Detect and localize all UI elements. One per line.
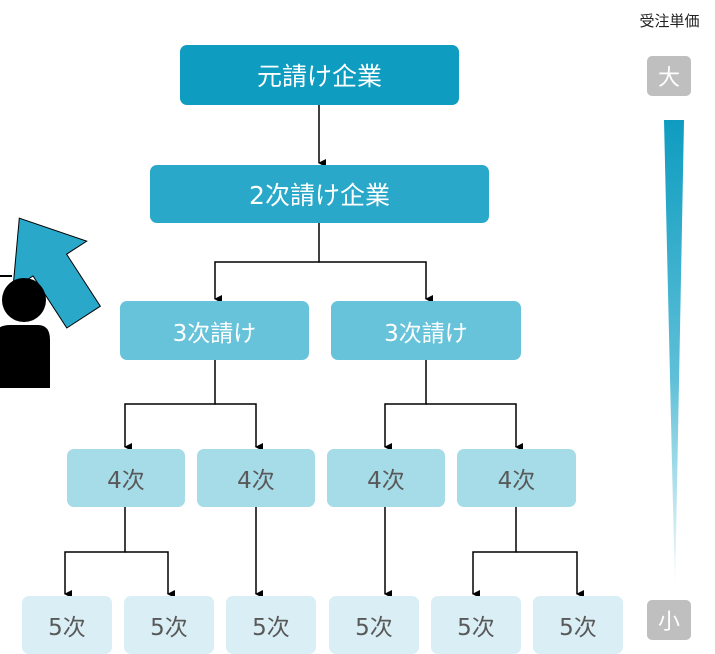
fifth-tier-label: 5次 [559,615,597,641]
fourth-tier-box: 4次 [197,449,315,507]
second-tier-label: 2次請け企業 [249,181,390,210]
fifth-tier-label: 5次 [252,615,290,641]
prime-contractor-label: 元請け企業 [256,62,382,91]
scale-gradient-bar [664,120,684,592]
fifth-tier-label: 5次 [48,615,86,641]
fourth-tier-label: 4次 [107,468,145,494]
person-icon [0,278,50,388]
fourth-tier-box: 4次 [327,449,445,507]
scale-high-label: 大 [647,56,691,96]
scale-low-label: 小 [647,600,691,640]
third-tier-box: 3次請け [120,301,309,360]
fifth-tier-box: 5次 [533,596,623,654]
fourth-tier-label: 4次 [367,468,405,494]
prime-contractor-box: 元請け企業 [180,45,459,105]
unit-price-scale-title: 受注単価 [639,12,700,30]
second-tier-box: 2次請け企業 [150,165,489,223]
fourth-tier-label: 4次 [237,468,275,494]
fourth-tier-box: 4次 [67,449,185,507]
fifth-tier-label: 5次 [457,615,495,641]
fifth-tier-box: 5次 [226,596,316,654]
fifth-tier-box: 5次 [22,596,112,654]
fifth-tier-label: 5次 [150,615,188,641]
third-tier-box: 3次請け [331,301,521,360]
fifth-tier-box: 5次 [431,596,521,654]
third-tier-label: 3次請け [172,320,257,347]
fourth-tier-label: 4次 [497,468,536,494]
fifth-tier-label: 5次 [355,615,393,641]
fifth-tier-box: 5次 [124,596,214,654]
third-tier-label: 3次請け [384,320,468,347]
up-arrow-icon [12,217,102,329]
fourth-tier-box: 4次 [457,449,576,507]
fifth-tier-box: 5次 [329,596,419,654]
